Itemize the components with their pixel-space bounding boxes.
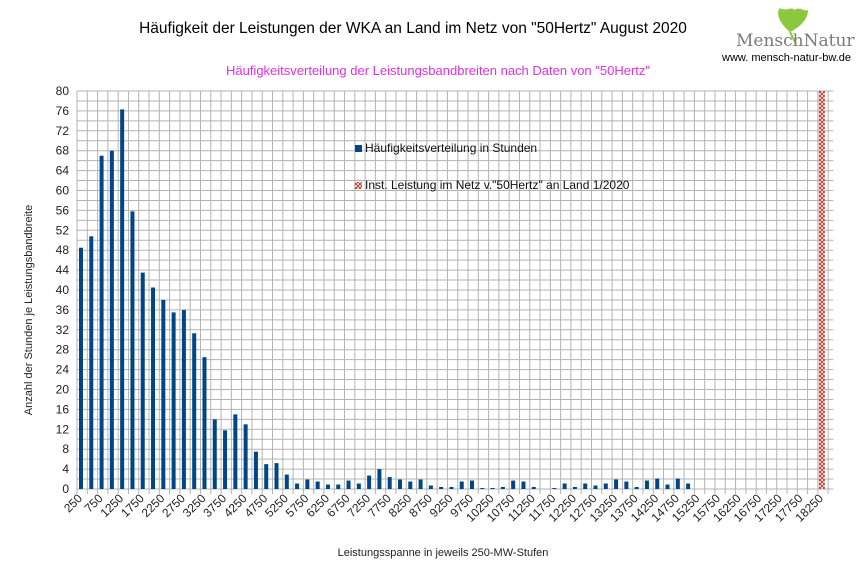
bar-7000 bbox=[356, 483, 361, 489]
bar-1500 bbox=[130, 211, 135, 489]
legend-label-frequency: Häufigkeitsverteilung in Stunden bbox=[365, 141, 537, 155]
bar-500 bbox=[89, 236, 94, 489]
bar-4750 bbox=[264, 464, 269, 489]
bar-2250 bbox=[161, 299, 166, 489]
bar-5000 bbox=[274, 463, 279, 489]
bar-10250 bbox=[490, 488, 495, 489]
y-tick-label: 4 bbox=[62, 462, 69, 476]
logo-url: www. mensch-natur-bw.de bbox=[722, 52, 851, 64]
legend-swatch-frequency bbox=[355, 145, 362, 152]
y-axis-label: Anzahl der Stunden je Leistungsbandbreit… bbox=[23, 205, 35, 415]
y-tick-label: 68 bbox=[56, 144, 70, 158]
y-tick-label: 0 bbox=[62, 482, 69, 496]
y-tick-label: 52 bbox=[56, 223, 70, 237]
bar-12250 bbox=[572, 487, 577, 489]
bar-2000 bbox=[151, 287, 156, 489]
y-tick-label: 20 bbox=[56, 383, 70, 397]
y-tick-label: 16 bbox=[56, 402, 70, 416]
legend-swatch-installed bbox=[355, 182, 362, 189]
bar-14500 bbox=[665, 484, 670, 489]
bar-9500 bbox=[459, 481, 464, 489]
bar-6000 bbox=[315, 481, 320, 489]
bar-11750 bbox=[552, 488, 557, 489]
bar-8000 bbox=[397, 479, 402, 489]
y-tick-label: 44 bbox=[56, 263, 70, 277]
bar-4500 bbox=[253, 451, 258, 489]
bar-14750 bbox=[675, 478, 680, 489]
y-tick-label: 36 bbox=[56, 303, 70, 317]
bar-12500 bbox=[583, 483, 588, 489]
bar-5250 bbox=[284, 474, 289, 489]
bar-9000 bbox=[439, 487, 444, 489]
bar-250 bbox=[79, 247, 83, 489]
bar-8500 bbox=[418, 479, 423, 489]
bar-13250 bbox=[614, 479, 619, 489]
bar-8750 bbox=[428, 485, 433, 489]
y-tick-label: 12 bbox=[56, 422, 70, 436]
bar-3750 bbox=[223, 430, 228, 489]
bar-7250 bbox=[367, 475, 372, 489]
logo-text: MenschNatur bbox=[736, 31, 855, 51]
bar-1750 bbox=[140, 272, 145, 489]
bar-1000 bbox=[109, 150, 114, 489]
bar-3000 bbox=[192, 333, 197, 489]
y-tick-label: 76 bbox=[56, 104, 70, 118]
bar-6500 bbox=[336, 484, 341, 489]
bar-11000 bbox=[521, 481, 526, 489]
bar-13500 bbox=[624, 481, 629, 489]
bar-4250 bbox=[243, 424, 248, 489]
installed-capacity-bar bbox=[818, 91, 825, 489]
chart-subtitle: Häufigkeitsverteilung der Leistungsbandb… bbox=[225, 63, 651, 78]
bar-13750 bbox=[634, 487, 639, 489]
bar-14000 bbox=[644, 480, 649, 489]
bar-3250 bbox=[202, 357, 207, 489]
bars bbox=[79, 91, 825, 490]
y-tick-label: 60 bbox=[56, 184, 70, 198]
y-tick-label: 8 bbox=[62, 442, 69, 456]
bar-10750 bbox=[511, 480, 516, 489]
bar-5500 bbox=[295, 483, 300, 489]
legend-label-installed: Inst. Leistung im Netz v."50Hertz" an La… bbox=[365, 178, 630, 192]
bar-7750 bbox=[387, 477, 392, 489]
legend: Häufigkeitsverteilung in Stunden Inst. L… bbox=[355, 141, 630, 192]
x-axis-label: Leistungsspanne in jeweils 250-MW-Stufen bbox=[338, 547, 549, 559]
bar-6750 bbox=[346, 480, 351, 489]
bar-13000 bbox=[603, 483, 608, 489]
bar-8250 bbox=[408, 481, 413, 489]
y-tick-label: 32 bbox=[56, 323, 70, 337]
bar-12750 bbox=[593, 485, 598, 489]
bar-3500 bbox=[212, 419, 217, 489]
bar-9250 bbox=[449, 487, 454, 489]
bar-750 bbox=[99, 155, 104, 490]
bar-2500 bbox=[171, 312, 176, 489]
bar-14250 bbox=[655, 478, 660, 489]
bar-6250 bbox=[325, 484, 330, 489]
bar-2750 bbox=[181, 309, 186, 489]
x-axis-ticks: 2507501250175022502750325037504250475052… bbox=[61, 491, 826, 525]
bar-1250 bbox=[120, 109, 125, 489]
y-tick-label: 64 bbox=[56, 164, 70, 178]
bar-9750 bbox=[470, 480, 475, 489]
y-tick-label: 24 bbox=[56, 363, 70, 377]
chart-title: Häufigkeit der Leistungen der WKA an Lan… bbox=[139, 20, 687, 37]
bar-10000 bbox=[480, 488, 485, 489]
y-tick-label: 80 bbox=[56, 84, 70, 98]
y-tick-label: 72 bbox=[56, 124, 70, 138]
bar-5750 bbox=[305, 479, 310, 489]
bar-11250 bbox=[531, 487, 536, 489]
bar-7500 bbox=[377, 469, 382, 489]
bar-12000 bbox=[562, 483, 567, 489]
y-tick-label: 28 bbox=[56, 343, 70, 357]
ginkgo-leaf-logo-icon bbox=[778, 8, 808, 45]
bar-15000 bbox=[686, 483, 691, 489]
y-tick-label: 56 bbox=[56, 203, 70, 217]
bar-4000 bbox=[233, 414, 238, 489]
y-tick-label: 48 bbox=[56, 243, 70, 257]
bar-10500 bbox=[500, 487, 505, 489]
y-tick-label: 40 bbox=[56, 283, 70, 297]
